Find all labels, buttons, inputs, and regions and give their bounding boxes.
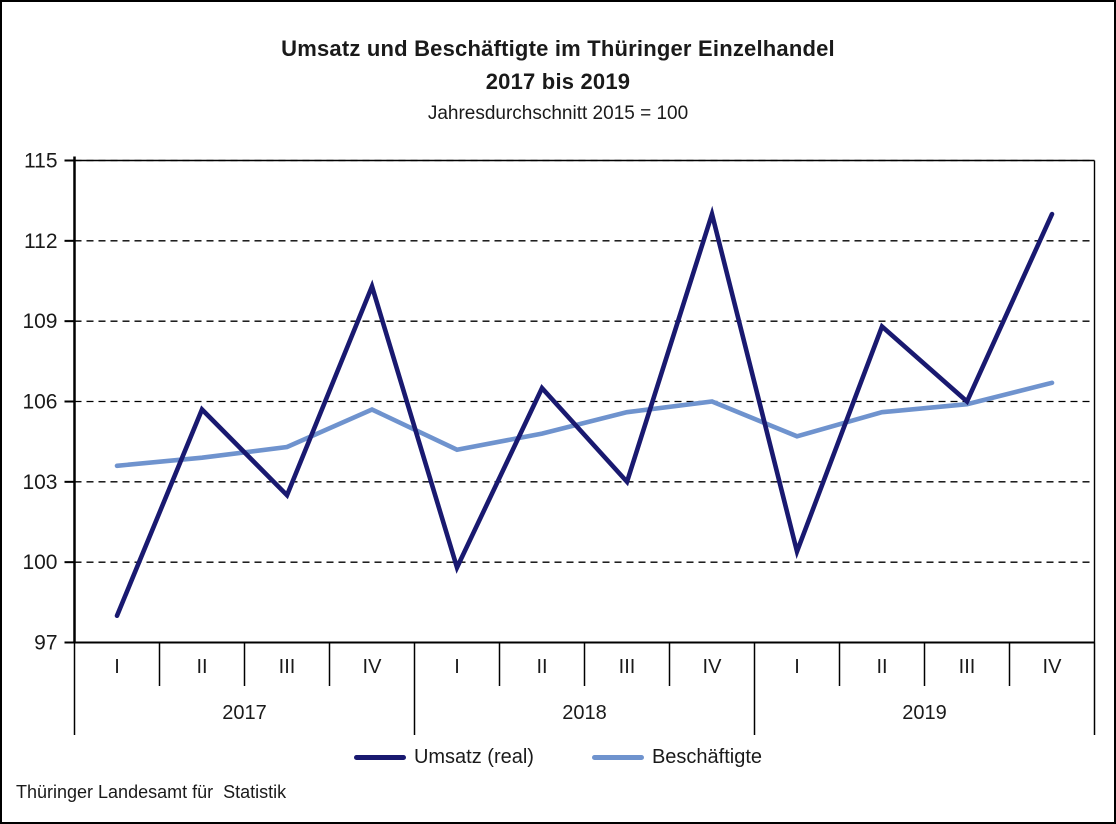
y-tick-label-112: 112 (24, 230, 57, 253)
x-year-label-2017: 2017 (222, 702, 267, 724)
y-tick-label-100: 100 (22, 551, 57, 574)
legend-label-beschaeftigte: Beschäftigte (651, 746, 763, 768)
source-note: Thüringer Landesamt für Statistik (16, 782, 287, 802)
chart-subtitle: Jahresdurchschnitt 2015 = 100 (427, 103, 689, 124)
legend-label-umsatz: Umsatz (real) (413, 746, 534, 768)
umsatz-line-swatch-icon (353, 755, 406, 760)
y-tick-label-97: 97 (34, 632, 57, 655)
x-quarter-label: IV (363, 656, 383, 678)
y-tick-label-106: 106 (22, 391, 57, 414)
x-quarter-label: I (114, 656, 120, 678)
x-quarter-label: III (959, 656, 976, 678)
x-quarter-label: I (794, 656, 800, 678)
x-quarter-label: III (279, 656, 296, 678)
x-quarter-label: IV (1043, 656, 1063, 678)
legend-item-beschaeftigte: Beschäftigte (591, 746, 763, 769)
x-quarter-label: I (454, 656, 460, 678)
chart-title-line1: Umsatz und Beschäftigte im Thüringer Ein… (281, 36, 835, 61)
chart-header: Umsatz und Beschäftigte im Thüringer Ein… (2, 36, 1114, 124)
x-quarter-label: II (536, 656, 547, 678)
x-quarter-label: III (619, 656, 636, 678)
x-quarter-label: II (196, 656, 207, 678)
y-tick-label-115: 115 (24, 150, 57, 173)
series-line-umsatz-real (114, 205, 1055, 619)
beschaeftigte-line-swatch-icon (591, 755, 644, 760)
chart-legend: Umsatz (real) Beschäftigte (2, 746, 1114, 769)
x-quarter-label: II (876, 656, 887, 678)
y-tick-label-109: 109 (22, 310, 57, 333)
legend-item-umsatz: Umsatz (real) (353, 746, 534, 769)
x-year-label-2018: 2018 (562, 702, 607, 724)
x-year-label-2019: 2019 (902, 702, 947, 724)
chart-title-line2: 2017 bis 2019 (485, 69, 631, 94)
y-tick-label-103: 103 (22, 471, 57, 494)
x-quarter-label: IV (703, 656, 723, 678)
series-line-besch-ftigte (114, 380, 1055, 469)
